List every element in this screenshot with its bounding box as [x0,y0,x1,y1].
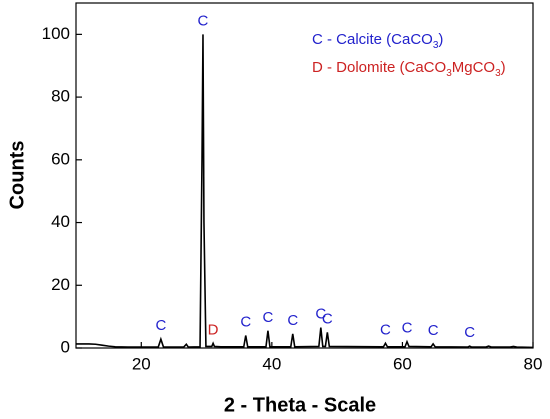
peak-label: C [322,310,333,327]
y-tick-label: 40 [51,212,70,231]
note-text: ) [501,59,506,76]
peak-label: C [464,324,475,341]
y-tick-label: 100 [42,24,70,43]
x-tick-label: 80 [524,354,543,373]
peak-label: C [155,317,166,334]
peak-label: C [428,322,439,339]
subscript: 3 [446,68,452,79]
note-text: D - Dolomite (CaCO [312,59,446,76]
peak-label: C [263,309,274,326]
y-tick-label: 60 [51,149,70,168]
y-tick-label: 0 [61,337,70,356]
x-tick-label: 20 [132,354,151,373]
plot-frame [75,2,534,349]
subscript: 3 [495,68,501,79]
pattern-line [76,34,534,349]
y-axis-title: Counts [6,141,28,210]
phase-note: D - Dolomite (CaCO3MgCO3) [312,59,506,79]
peak-label: C [402,320,413,337]
y-tick-label: 80 [51,87,70,106]
x-axis-title: 2 - Theta - Scale [224,394,376,416]
peak-label: C [380,321,391,338]
y-tick-label: 20 [51,275,70,294]
phase-note: C - Calcite (CaCO3) [312,31,443,51]
note-text: C - Calcite (CaCO [312,31,433,48]
peak-label: C [198,12,209,29]
peak-label: C [287,312,298,329]
peak-label: C [240,313,251,330]
peak-label: C [315,306,326,323]
note-text: MgCO [452,59,495,76]
peak-label: D [208,321,219,338]
x-tick-label: 60 [393,354,412,373]
x-tick-label: 40 [262,354,281,373]
subscript: 3 [433,40,439,51]
note-text: ) [438,31,443,48]
